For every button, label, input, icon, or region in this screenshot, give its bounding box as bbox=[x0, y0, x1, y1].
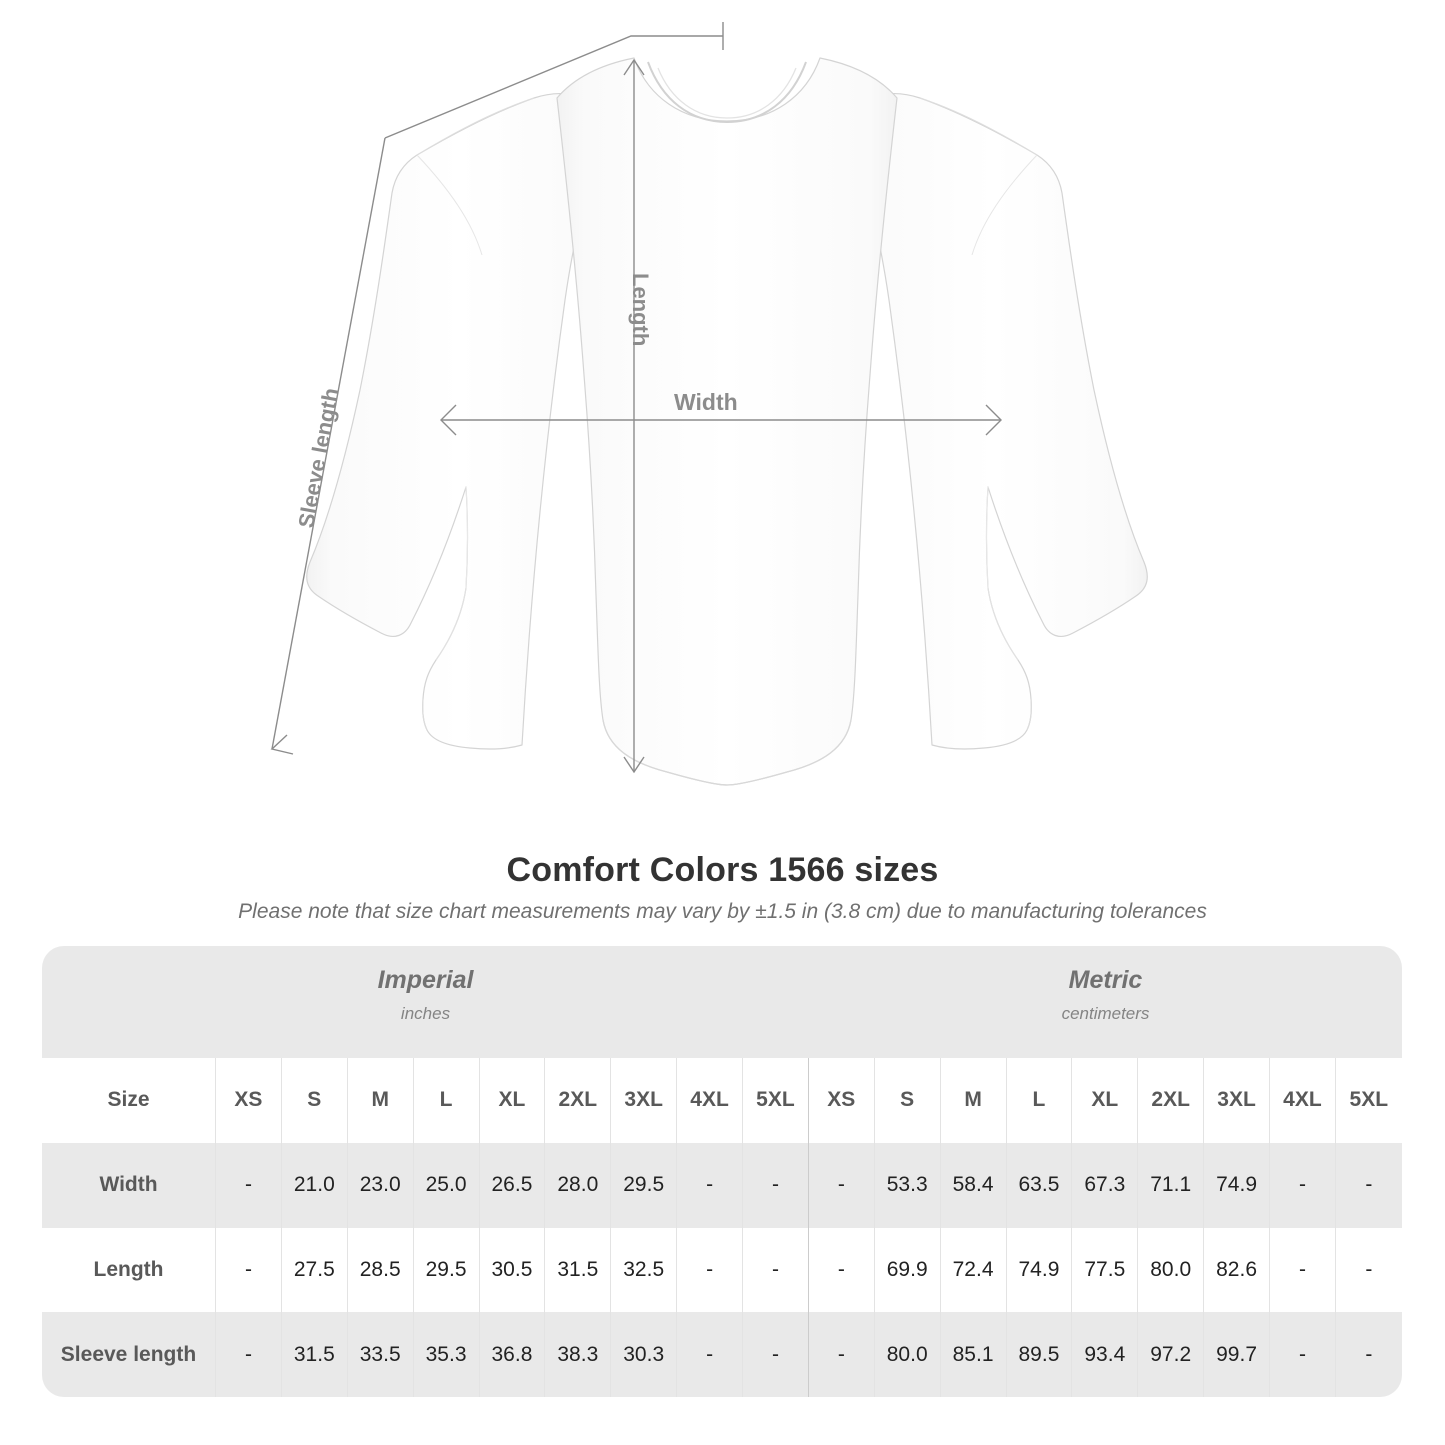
svg-text:Width: Width bbox=[674, 389, 738, 415]
svg-text:Length: Length bbox=[628, 273, 653, 346]
